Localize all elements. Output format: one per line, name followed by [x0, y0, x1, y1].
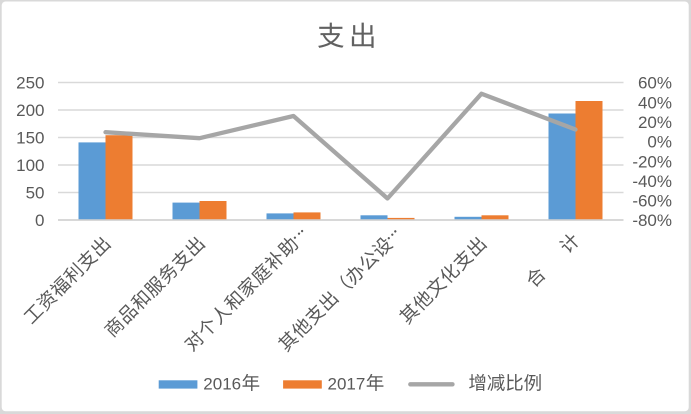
svg-text:100: 100 [16, 156, 44, 175]
svg-text:150: 150 [16, 129, 44, 148]
svg-text:200: 200 [16, 101, 44, 120]
svg-text:50: 50 [26, 184, 45, 203]
svg-text:-40%: -40% [632, 172, 672, 191]
svg-text:2017: 2017 [328, 375, 366, 394]
svg-text:0: 0 [35, 211, 44, 230]
svg-text:250: 250 [16, 74, 44, 93]
svg-text:-60%: -60% [632, 192, 672, 211]
svg-text:-20%: -20% [632, 152, 672, 171]
svg-text:-80%: -80% [632, 211, 672, 230]
svg-text:0%: 0% [647, 133, 672, 152]
svg-text:60%: 60% [638, 74, 672, 93]
svg-text:40%: 40% [638, 93, 672, 112]
svg-text:20%: 20% [638, 113, 672, 132]
svg-text:2016: 2016 [203, 375, 241, 394]
